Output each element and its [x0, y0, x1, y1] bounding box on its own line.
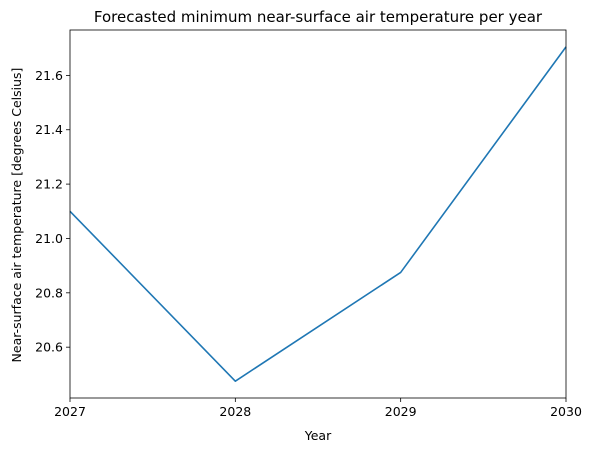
x-tick-label-2028: 2028: [219, 404, 251, 419]
y-axis-label: Near-surface air temperature [degrees Ce…: [9, 68, 24, 363]
y-tick-label-21.2: 21.2: [35, 177, 63, 192]
y-tick-label-20.6: 20.6: [35, 340, 63, 355]
chart-title: Forecasted minimum near-surface air temp…: [94, 8, 543, 26]
plot-frame: [69, 29, 567, 399]
x-tick-label-2027: 2027: [54, 404, 86, 419]
x-axis-label: Year: [304, 428, 332, 443]
y-tick-label-20.8: 20.8: [35, 285, 63, 300]
x-tick-label-2029: 2029: [385, 404, 417, 419]
series-line-0: [69, 46, 567, 382]
y-tick-label-21.0: 21.0: [35, 231, 63, 246]
plot-area: 2027 2028 2029 2030 20.6 20.8 21.0 21.2 21.4 21.6: [35, 29, 582, 419]
x-tick-label-2030: 2030: [550, 404, 582, 419]
y-tick-label-21.6: 21.6: [35, 68, 63, 83]
y-tick-label-21.4: 21.4: [35, 122, 63, 137]
